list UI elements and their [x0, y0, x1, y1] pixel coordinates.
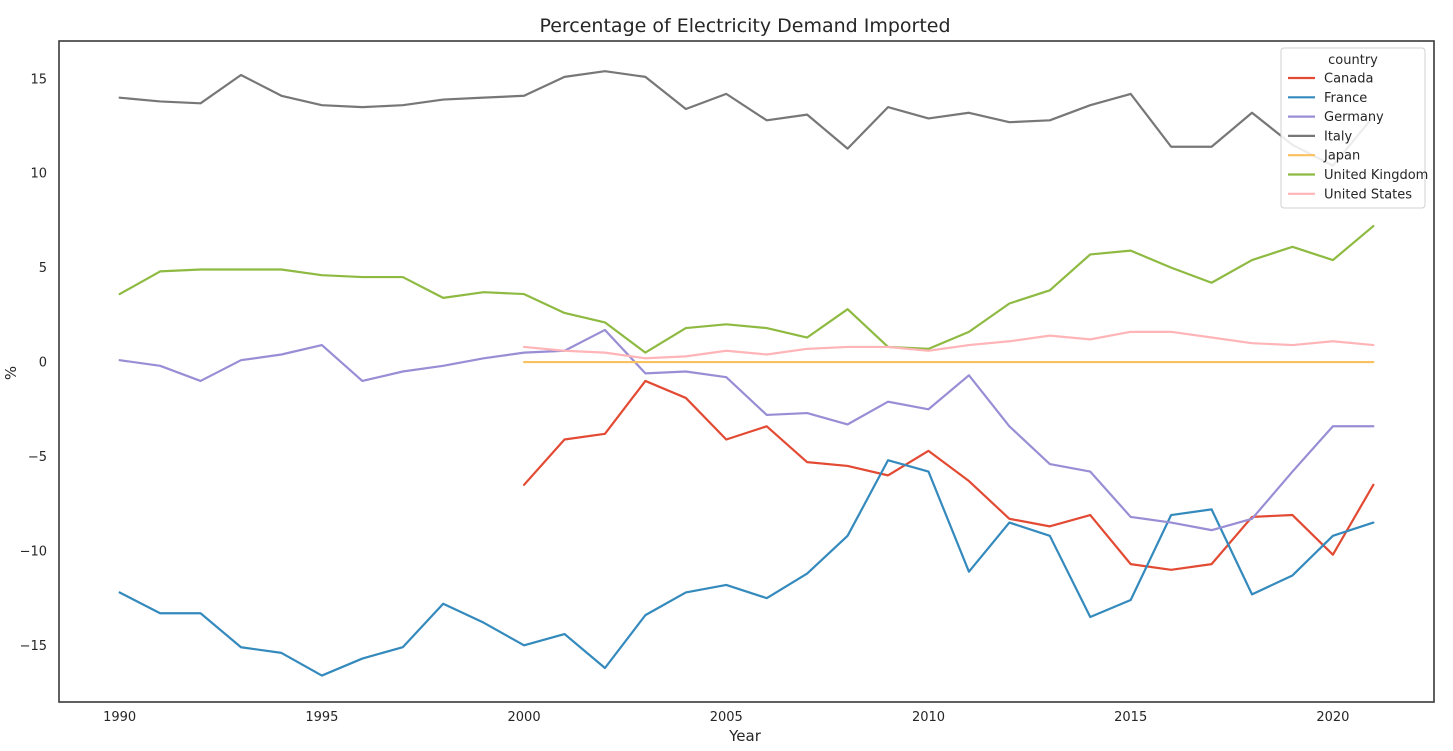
y-tick-label: 5: [39, 261, 47, 276]
legend-items: Canada France Germany Italy Japan United King…: [1288, 72, 1428, 202]
legend-label: France: [1324, 91, 1367, 106]
plot-area: [58, 40, 1435, 703]
legend-title: country: [1328, 53, 1378, 68]
legend-item-united-kingdom: United Kingdom: [1288, 168, 1428, 183]
y-tick-label: −15: [20, 639, 47, 654]
y-axis-label: %: [2, 366, 20, 380]
x-tick-label: 2005: [710, 710, 743, 725]
legend-box: [1280, 47, 1426, 209]
x-tick-label: 2020: [1316, 710, 1349, 725]
series-line-canada: [522, 379, 1375, 571]
legend-label: United States: [1324, 187, 1412, 202]
legend-label: United Kingdom: [1324, 168, 1428, 183]
series-layer: [118, 70, 1375, 677]
y-tick-label: 0: [39, 356, 47, 371]
y-axis-ticks: −15 −10 −5 0 5 10 15: [20, 72, 47, 654]
legend-item-united-states: United States: [1288, 187, 1412, 202]
y-tick-label: 15: [30, 72, 47, 87]
legend-label: Canada: [1324, 72, 1373, 87]
y-tick-label: −5: [28, 450, 47, 465]
series-line-united-kingdom: [118, 224, 1375, 354]
legend-label: Japan: [1323, 149, 1360, 164]
legend-label: Germany: [1324, 110, 1384, 125]
series-line-united-states: [522, 330, 1375, 360]
x-tick-label: 1995: [305, 710, 338, 725]
x-tick-label: 1990: [103, 710, 136, 725]
x-tick-label: 2015: [1114, 710, 1147, 725]
legend-item-germany: Germany: [1288, 110, 1384, 125]
legend-item-japan: Japan: [1288, 149, 1360, 164]
legend-item-italy: Italy: [1288, 129, 1353, 144]
legend: country Canada France Germany Italy Japan Uni…: [1280, 47, 1428, 209]
x-axis-ticks: 1990 1995 2000 2005 2010 2015 2020: [103, 710, 1349, 725]
legend-item-canada: Canada: [1288, 72, 1373, 87]
x-tick-label: 2000: [508, 710, 541, 725]
y-tick-label: 10: [30, 167, 47, 182]
series-line-italy: [118, 70, 1375, 167]
legend-label: Italy: [1324, 129, 1353, 144]
y-tick-label: −10: [20, 544, 47, 559]
legend-item-france: France: [1288, 91, 1367, 106]
series-line-france: [118, 459, 1375, 677]
x-axis-label: Year: [728, 727, 762, 745]
x-tick-label: 2010: [912, 710, 945, 725]
series-line-germany: [118, 328, 1375, 532]
chart-title: Percentage of Electricity Demand Importe…: [539, 15, 950, 37]
